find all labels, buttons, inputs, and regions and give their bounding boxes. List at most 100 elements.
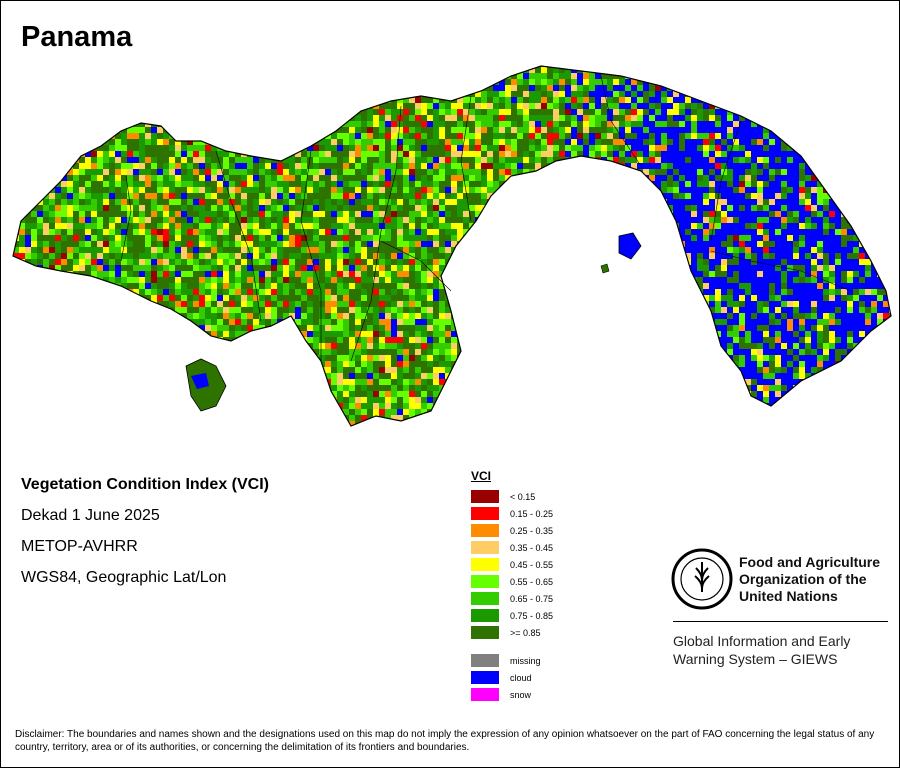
vci-pixel: [529, 217, 535, 223]
vci-pixel: [775, 163, 781, 169]
vci-pixel: [223, 127, 229, 133]
vci-pixel: [127, 187, 133, 193]
vci-pixel: [181, 145, 187, 151]
vci-pixel: [661, 91, 667, 97]
vci-pixel: [247, 79, 253, 85]
vci-pixel: [589, 247, 595, 253]
vci-pixel: [331, 247, 337, 253]
vci-pixel: [145, 109, 151, 115]
vci-pixel: [775, 253, 781, 259]
vci-pixel: [385, 193, 391, 199]
vci-pixel: [307, 193, 313, 199]
vci-pixel: [847, 205, 853, 211]
vci-pixel: [409, 127, 415, 133]
vci-pixel: [433, 157, 439, 163]
vci-pixel: [1, 85, 7, 91]
vci-pixel: [187, 121, 193, 127]
vci-pixel: [541, 145, 547, 151]
vci-pixel: [103, 66, 109, 67]
vci-pixel: [439, 145, 445, 151]
vci-pixel: [199, 253, 205, 259]
vci-pixel: [367, 115, 373, 121]
vci-pixel: [457, 73, 463, 79]
vci-pixel: [187, 157, 193, 163]
vci-pixel: [187, 259, 193, 265]
vci-pixel: [613, 85, 619, 91]
vci-pixel: [217, 121, 223, 127]
vci-pixel: [325, 157, 331, 163]
vci-pixel: [121, 109, 127, 115]
vci-pixel: [313, 109, 319, 115]
vci-pixel: [37, 169, 43, 175]
vci-pixel: [727, 169, 733, 175]
vci-pixel: [865, 229, 871, 235]
vci-pixel: [817, 181, 823, 187]
vci-pixel: [85, 247, 91, 253]
vci-pixel: [757, 241, 763, 247]
vci-pixel: [781, 247, 787, 253]
vci-pixel: [727, 127, 733, 133]
vci-pixel: [835, 145, 841, 151]
vci-pixel: [91, 247, 97, 253]
vci-pixel: [667, 187, 673, 193]
vci-pixel: [67, 223, 73, 229]
vci-pixel: [529, 91, 535, 97]
vci-pixel: [139, 163, 145, 169]
vci-pixel: [187, 241, 193, 247]
vci-pixel: [379, 181, 385, 187]
vci-pixel: [373, 247, 379, 253]
vci-pixel: [559, 247, 565, 253]
vci-pixel: [265, 67, 271, 73]
vci-pixel: [505, 235, 511, 241]
vci-pixel: [463, 169, 469, 175]
vci-pixel: [847, 187, 853, 193]
vci-pixel: [721, 66, 727, 67]
vci-pixel: [91, 127, 97, 133]
vci-pixel: [91, 151, 97, 157]
vci-pixel: [679, 109, 685, 115]
vci-pixel: [577, 115, 583, 121]
vci-pixel: [757, 151, 763, 157]
vci-pixel: [157, 66, 163, 67]
vci-pixel: [805, 97, 811, 103]
vci-pixel: [799, 157, 805, 163]
vci-pixel: [133, 259, 139, 265]
vci-pixel: [31, 66, 37, 67]
vci-pixel: [109, 97, 115, 103]
vci-pixel: [463, 109, 469, 115]
vci-pixel: [145, 241, 151, 247]
vci-pixel: [7, 157, 13, 163]
vci-pixel: [49, 139, 55, 145]
vci-pixel: [295, 181, 301, 187]
vci-pixel: [403, 103, 409, 109]
vci-pixel: [433, 223, 439, 229]
vci-pixel: [679, 121, 685, 127]
vci-pixel: [883, 109, 889, 115]
vci-pixel: [85, 217, 91, 223]
vci-pixel: [139, 241, 145, 247]
vci-pixel: [823, 85, 829, 91]
vci-pixel: [181, 235, 187, 241]
vci-pixel: [271, 133, 277, 139]
vci-pixel: [451, 109, 457, 115]
vci-pixel: [265, 145, 271, 151]
vci-pixel: [799, 97, 805, 103]
vci-pixel: [253, 253, 259, 259]
vci-pixel: [631, 181, 637, 187]
vci-pixel: [277, 73, 283, 79]
vci-pixel: [241, 109, 247, 115]
vci-pixel: [385, 235, 391, 241]
vci-pixel: [757, 66, 763, 67]
vci-pixel: [289, 187, 295, 193]
vci-pixel: [661, 241, 667, 247]
vci-pixel: [649, 139, 655, 145]
vci-pixel: [181, 259, 187, 265]
vci-pixel: [673, 241, 679, 247]
vci-pixel: [511, 145, 517, 151]
vci-pixel: [505, 109, 511, 115]
vci-pixel: [565, 223, 571, 229]
vci-pixel: [631, 91, 637, 97]
vci-pixel: [151, 79, 157, 85]
vci-pixel: [115, 115, 121, 121]
vci-pixel: [343, 247, 349, 253]
